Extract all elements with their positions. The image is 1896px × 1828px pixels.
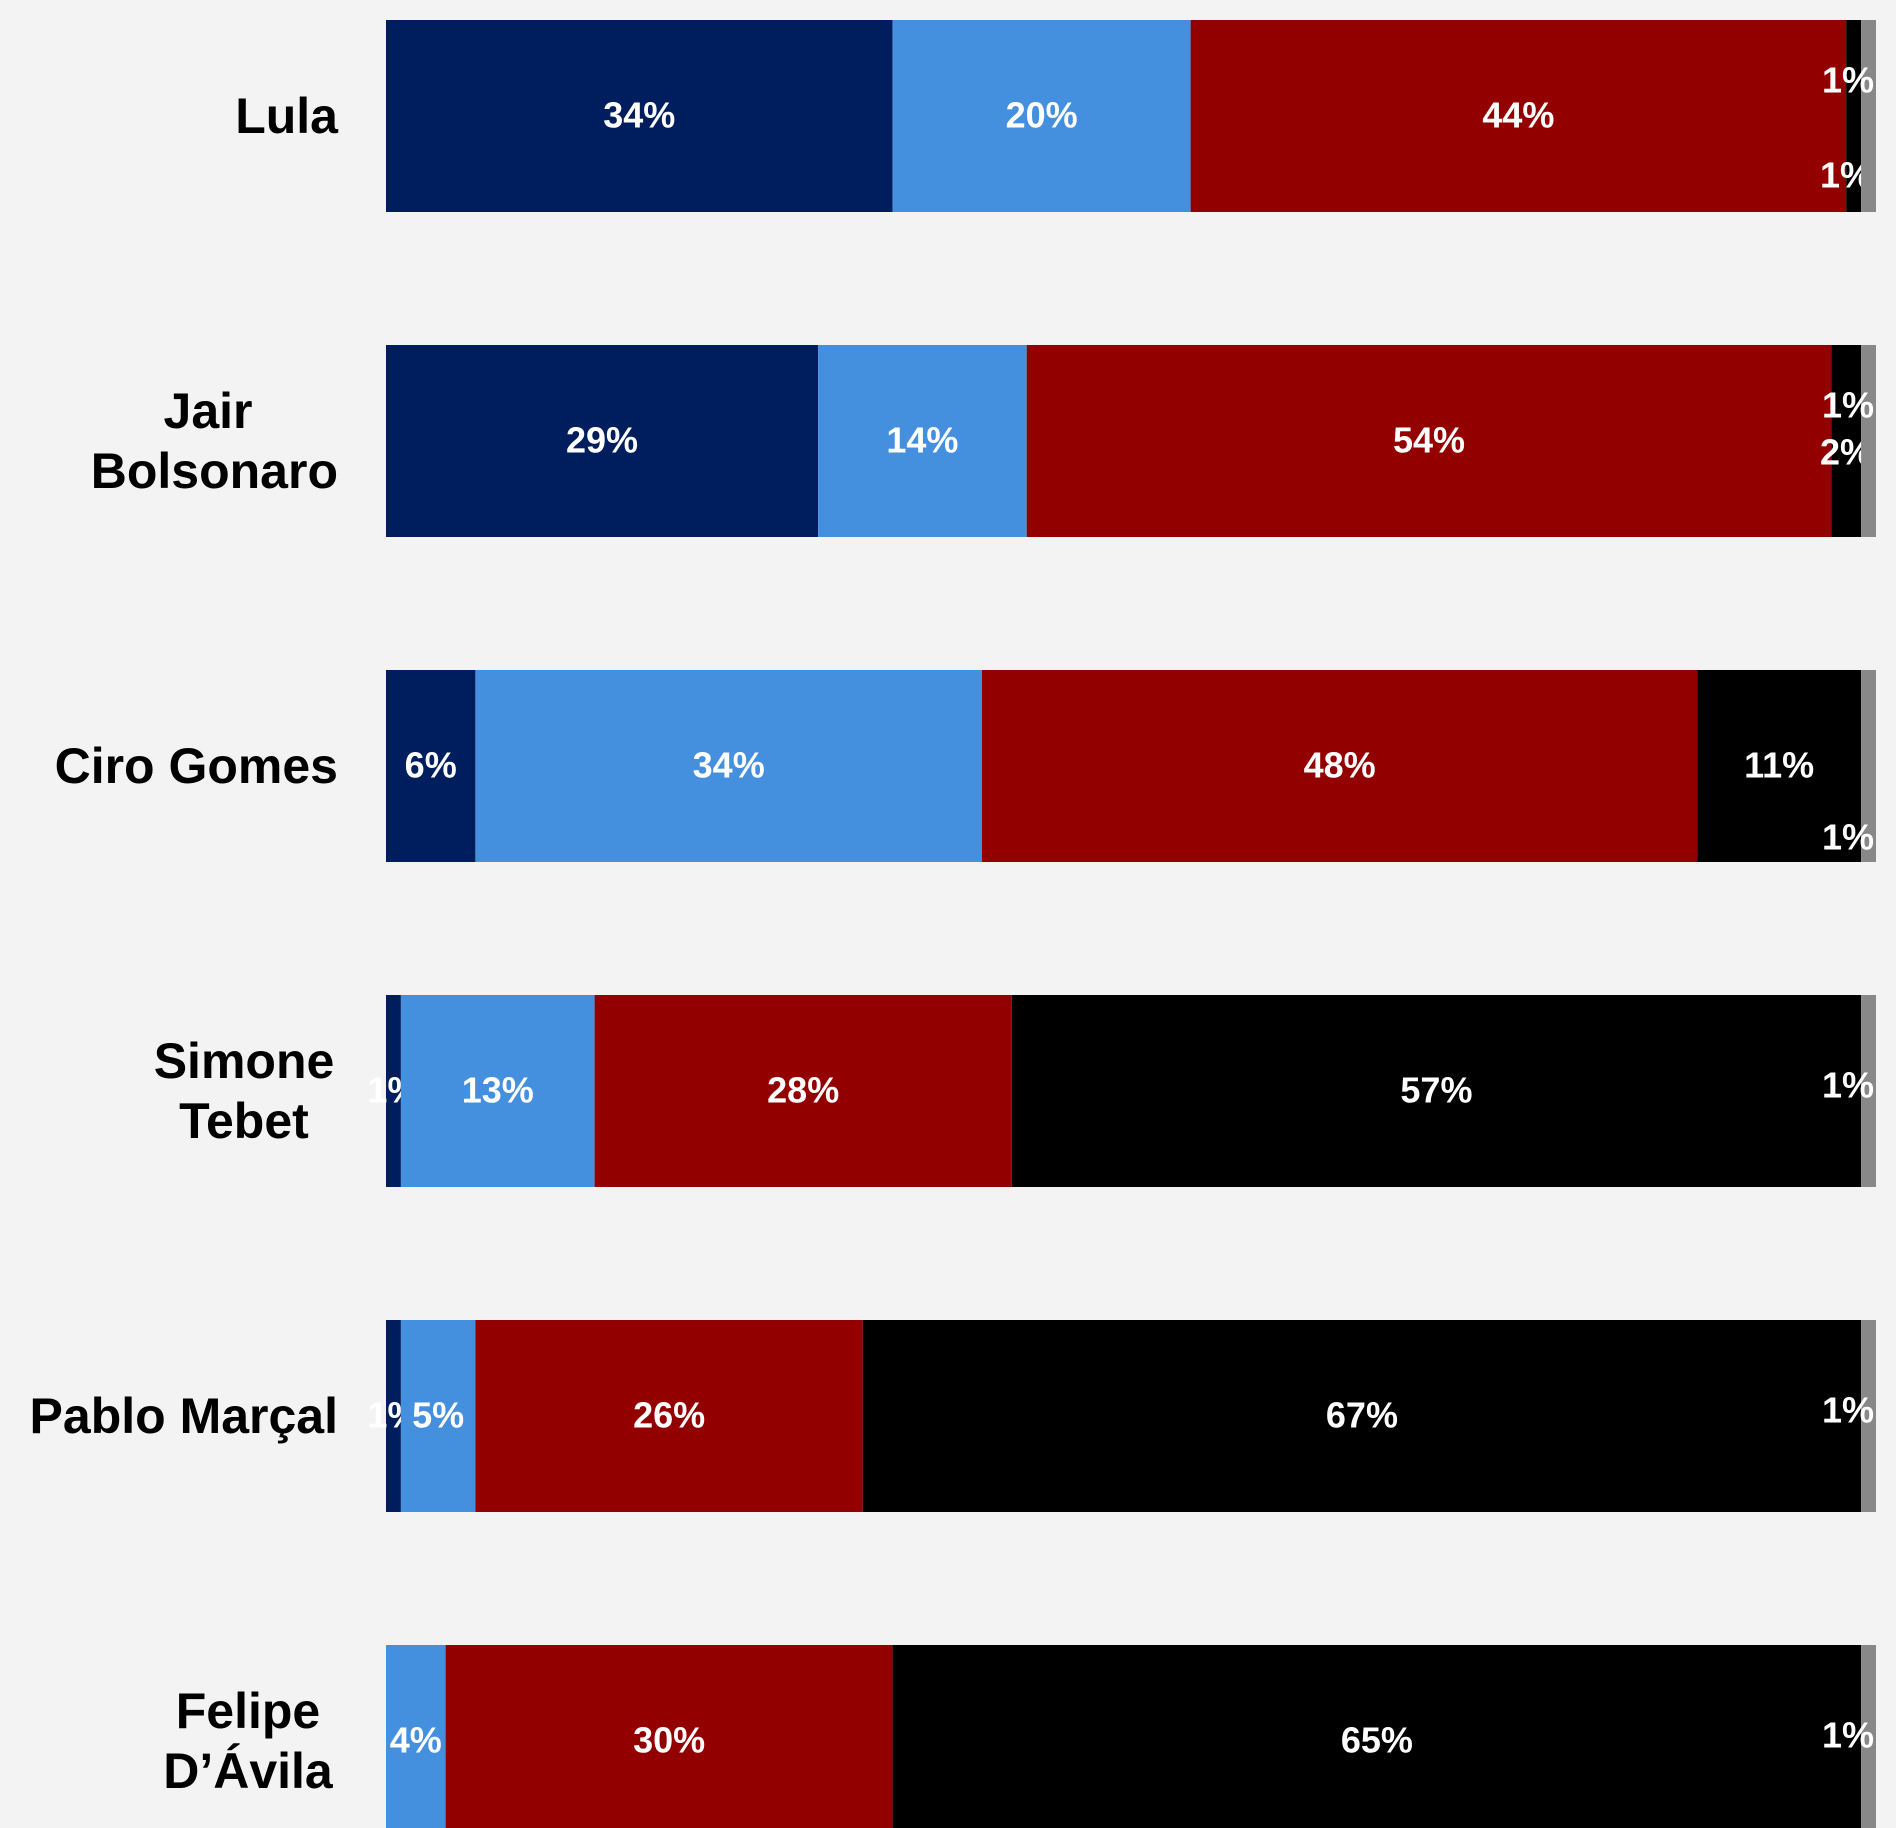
data-label: 1% <box>1822 1390 1874 1431</box>
bar-segment <box>386 20 893 212</box>
bar-segment <box>400 995 595 1187</box>
data-label: 20% <box>1006 95 1078 136</box>
data-label: 11% <box>1744 745 1814 786</box>
category-label: Jair Bolsonaro <box>91 383 338 499</box>
bar-segment <box>445 1645 893 1828</box>
bar-segment <box>594 995 1012 1187</box>
bar-segment <box>1861 670 1876 862</box>
data-label: 26% <box>633 1395 705 1436</box>
bar-segment <box>1861 1320 1876 1512</box>
data-label: 1% <box>1822 817 1874 858</box>
bar-segment <box>475 670 982 862</box>
bar-segment <box>1190 20 1847 212</box>
bar-segment <box>892 1645 1862 1828</box>
bar-segment <box>1831 345 1862 537</box>
bar-segment <box>400 1320 476 1512</box>
bar-segment <box>386 345 819 537</box>
data-label: 54% <box>1393 420 1465 461</box>
data-label: 48% <box>1304 745 1376 786</box>
category-label: Lula <box>235 88 339 144</box>
bar-segment <box>1697 670 1862 862</box>
bar-segment <box>386 995 401 1187</box>
data-label: 5% <box>412 1395 464 1436</box>
bar-segment <box>1861 20 1876 212</box>
data-label: 44% <box>1482 95 1554 136</box>
bar-segment <box>862 1320 1862 1512</box>
data-label: 29% <box>566 420 638 461</box>
bar-segment <box>386 1320 401 1512</box>
data-label: 14% <box>886 420 958 461</box>
data-label: 67% <box>1326 1395 1398 1436</box>
bar-segment <box>1861 345 1876 537</box>
data-label: 1% <box>1822 385 1874 426</box>
data-label: 6% <box>405 745 457 786</box>
data-label: 13% <box>462 1070 534 1111</box>
bar-segment <box>1846 20 1862 212</box>
data-label: 28% <box>767 1070 839 1111</box>
bar-segment <box>818 345 1027 537</box>
bar-segment <box>1011 995 1862 1187</box>
bar-segment <box>475 1320 863 1512</box>
bar-segment <box>1026 345 1832 537</box>
category-label: Felipe D’Ávila <box>163 1683 334 1799</box>
data-label: 1% <box>1822 60 1874 101</box>
data-label: 1% <box>1822 1715 1874 1756</box>
category-label: Ciro Gomes <box>55 738 338 794</box>
data-label: 65% <box>1341 1720 1413 1761</box>
data-label: 1% <box>1822 1065 1874 1106</box>
data-label: 30% <box>633 1720 705 1761</box>
data-label: 34% <box>603 95 675 136</box>
category-label: Pablo Marçal <box>30 1388 338 1444</box>
bar-segment <box>386 670 476 862</box>
data-label: 34% <box>693 745 765 786</box>
category-label: Simone Tebet <box>154 1033 335 1149</box>
bar-segment <box>892 20 1191 212</box>
bar-segment <box>1861 995 1876 1187</box>
data-label: 4% <box>390 1720 442 1761</box>
data-label: 57% <box>1400 1070 1472 1111</box>
bar-segment <box>982 670 1698 862</box>
bar-segment <box>1861 1645 1876 1828</box>
bar-segment <box>386 1645 446 1828</box>
